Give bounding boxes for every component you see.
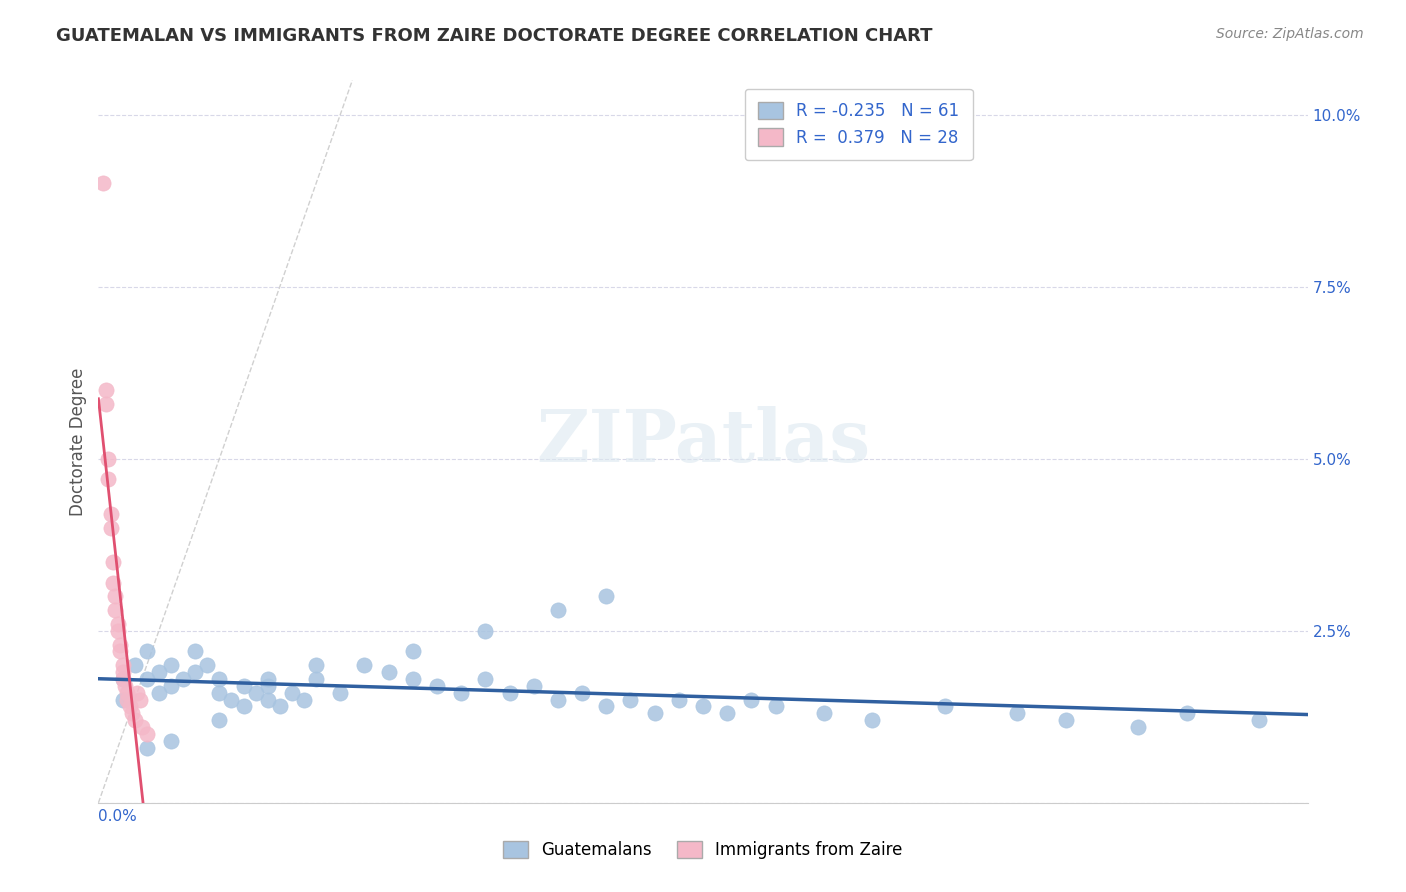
Point	[256, 672, 278, 686]
Point	[377, 665, 399, 679]
Point	[94, 383, 117, 397]
Point	[353, 658, 375, 673]
Point	[523, 679, 546, 693]
Point	[114, 679, 136, 693]
Point	[329, 686, 352, 700]
Point	[740, 692, 762, 706]
Point	[117, 686, 139, 700]
Point	[111, 665, 134, 679]
Point	[172, 672, 194, 686]
Point	[644, 706, 666, 721]
Text: ZIPatlas: ZIPatlas	[536, 406, 870, 477]
Point	[184, 665, 207, 679]
Point	[107, 624, 129, 638]
Point	[813, 706, 835, 721]
Point	[474, 624, 496, 638]
Point	[148, 686, 170, 700]
Point	[104, 603, 127, 617]
Point	[135, 644, 157, 658]
Point	[128, 692, 150, 706]
Point	[107, 616, 129, 631]
Point	[135, 740, 157, 755]
Point	[595, 699, 617, 714]
Point	[281, 686, 304, 700]
Point	[221, 692, 243, 706]
Point	[104, 590, 127, 604]
Point	[595, 590, 617, 604]
Point	[160, 658, 183, 673]
Point	[160, 679, 183, 693]
Point	[450, 686, 472, 700]
Text: 0.0%: 0.0%	[98, 808, 138, 823]
Point	[1175, 706, 1198, 721]
Point	[111, 658, 134, 673]
Point	[91, 177, 114, 191]
Point	[860, 713, 883, 727]
Point	[195, 658, 218, 673]
Text: Source: ZipAtlas.com: Source: ZipAtlas.com	[1216, 27, 1364, 41]
Point	[232, 679, 254, 693]
Point	[1249, 713, 1271, 727]
Legend: Guatemalans, Immigrants from Zaire: Guatemalans, Immigrants from Zaire	[496, 834, 910, 866]
Point	[124, 658, 146, 673]
Point	[716, 706, 738, 721]
Point	[184, 644, 207, 658]
Point	[100, 507, 122, 521]
Point	[127, 686, 149, 700]
Point	[1007, 706, 1029, 721]
Point	[668, 692, 690, 706]
Point	[269, 699, 291, 714]
Point	[124, 713, 146, 727]
Point	[498, 686, 520, 700]
Point	[135, 672, 157, 686]
Point	[547, 692, 569, 706]
Point	[94, 397, 117, 411]
Point	[111, 672, 134, 686]
Point	[117, 692, 139, 706]
Point	[148, 665, 170, 679]
Point	[208, 672, 231, 686]
Point	[111, 692, 134, 706]
Point	[765, 699, 787, 714]
Text: GUATEMALAN VS IMMIGRANTS FROM ZAIRE DOCTORATE DEGREE CORRELATION CHART: GUATEMALAN VS IMMIGRANTS FROM ZAIRE DOCT…	[56, 27, 932, 45]
Point	[208, 686, 231, 700]
Point	[292, 692, 315, 706]
Point	[160, 734, 183, 748]
Point	[256, 679, 278, 693]
Point	[245, 686, 267, 700]
Point	[101, 555, 124, 569]
Point	[305, 672, 328, 686]
Point	[305, 658, 328, 673]
Point	[692, 699, 714, 714]
Point	[571, 686, 593, 700]
Point	[100, 520, 122, 534]
Point	[547, 603, 569, 617]
Point	[135, 727, 157, 741]
Point	[256, 692, 278, 706]
Legend: R = -0.235   N = 61, R =  0.379   N = 28: R = -0.235 N = 61, R = 0.379 N = 28	[745, 88, 973, 160]
Point	[111, 672, 134, 686]
Point	[121, 706, 143, 721]
Point	[97, 472, 120, 486]
Point	[97, 451, 120, 466]
Point	[474, 672, 496, 686]
Point	[131, 720, 153, 734]
Y-axis label: Doctorate Degree: Doctorate Degree	[69, 368, 87, 516]
Point	[402, 672, 425, 686]
Point	[934, 699, 956, 714]
Point	[426, 679, 449, 693]
Point	[402, 644, 425, 658]
Point	[101, 575, 124, 590]
Point	[1128, 720, 1150, 734]
Point	[118, 699, 141, 714]
Point	[208, 713, 231, 727]
Point	[232, 699, 254, 714]
Point	[108, 638, 131, 652]
Point	[1054, 713, 1077, 727]
Point	[619, 692, 641, 706]
Point	[108, 644, 131, 658]
